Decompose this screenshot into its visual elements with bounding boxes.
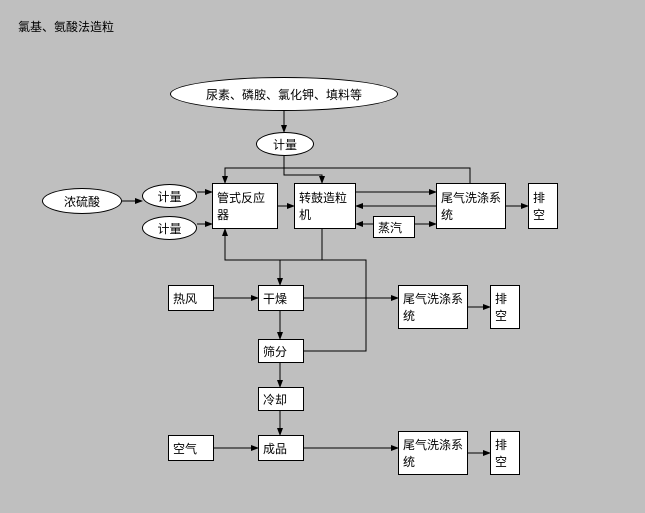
node-cool: 冷却 <box>258 387 304 411</box>
edge-meter_top-granulator <box>284 156 322 183</box>
node-vent3: 排空 <box>490 431 520 475</box>
node-steam: 蒸汽 <box>373 216 415 238</box>
node-meter_a: 计量 <box>142 184 197 208</box>
node-meter_top: 计量 <box>256 132 314 156</box>
node-scrub1: 尾气洗涤系统 <box>436 183 506 229</box>
node-vent1: 排空 <box>528 183 558 229</box>
edge-granulator-dry <box>280 229 322 285</box>
node-vent2: 排空 <box>490 285 520 329</box>
node-h2so4: 浓硫酸 <box>42 188 122 214</box>
node-reactor: 管式反应器 <box>212 183 278 229</box>
node-sieve: 筛分 <box>258 339 304 363</box>
node-scrub2: 尾气洗涤系统 <box>398 285 468 329</box>
node-scrub3: 尾气洗涤系统 <box>398 431 468 475</box>
node-air: 空气 <box>168 435 214 461</box>
node-meter_b: 计量 <box>142 216 197 240</box>
node-dry: 干燥 <box>258 285 304 311</box>
node-feedstock: 尿素、磷胺、氯化钾、填料等 <box>170 77 398 111</box>
edge-scrub1-reactor_top <box>225 168 470 183</box>
node-granulator: 转鼓造粒机 <box>294 183 356 229</box>
diagram-title: 氯基、氨酸法造粒 <box>18 18 114 35</box>
node-hotair: 热风 <box>168 285 214 311</box>
node-product: 成品 <box>258 435 304 461</box>
